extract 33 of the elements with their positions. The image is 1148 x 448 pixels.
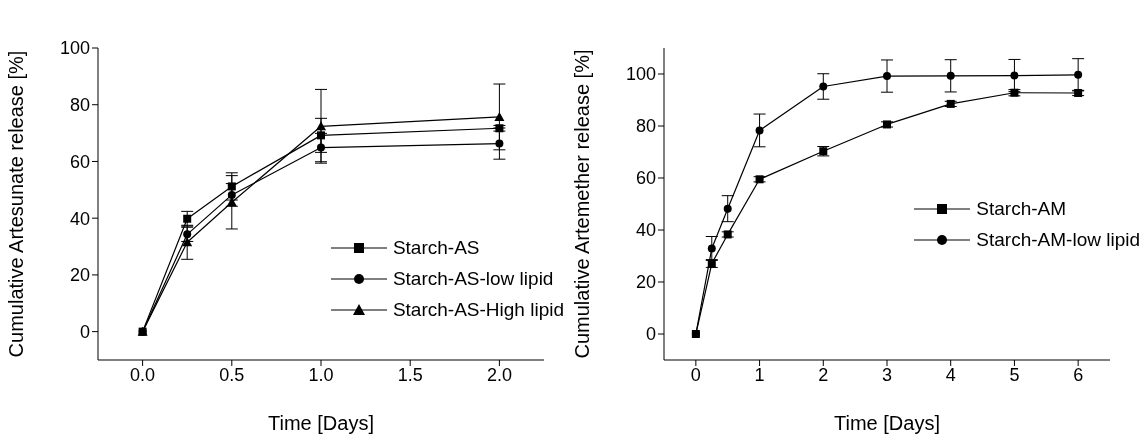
x-axis-title: Time [Days] [834,412,940,434]
x-tick-label: 6 [1073,364,1084,385]
x-tick-label: 2 [818,364,829,385]
x-tick-label: 0 [690,364,701,385]
x-axis-title: Time [Days] [268,412,374,434]
y-tick-label: 40 [69,208,90,229]
x-tick-label: 1 [754,364,765,385]
x-tick-label: 5 [1009,364,1020,385]
y-axis-title: Cumulative Artemether release [%] [571,49,594,359]
y-tick-label: 100 [59,38,90,59]
legend-label: Starch-AS [392,236,480,259]
x-tick-label: 1.0 [308,364,334,385]
legend-label: Starch-AM-low lipid [976,228,1140,251]
y-tick-label: 60 [69,151,90,172]
legend-label: Starch-AM [976,197,1067,220]
x-tick-label: 2.0 [486,364,512,385]
x-tick-label: 4 [945,364,956,385]
y-tick-label: 20 [69,265,90,286]
y-tick-label: 20 [635,272,656,293]
y-axis-title: Cumulative Artesunate release [%] [5,50,28,358]
legend-label: Starch-AS-High lipid [392,298,564,321]
x-tick-label: 3 [881,364,893,385]
y-tick-label: 80 [69,95,90,116]
y-tick-label: 80 [635,116,656,137]
y-tick-label: 40 [635,220,656,241]
legend-label: Starch-AS-low lipid [392,267,554,290]
y-tick-label: 60 [635,168,656,189]
y-tick-label: 0 [645,324,656,345]
y-tick-label: 100 [625,64,656,85]
x-tick-label: 1.5 [397,364,423,385]
x-tick-label: 0.0 [130,364,156,385]
y-tick-label: 0 [79,322,90,343]
x-tick-label: 0.5 [219,364,245,385]
